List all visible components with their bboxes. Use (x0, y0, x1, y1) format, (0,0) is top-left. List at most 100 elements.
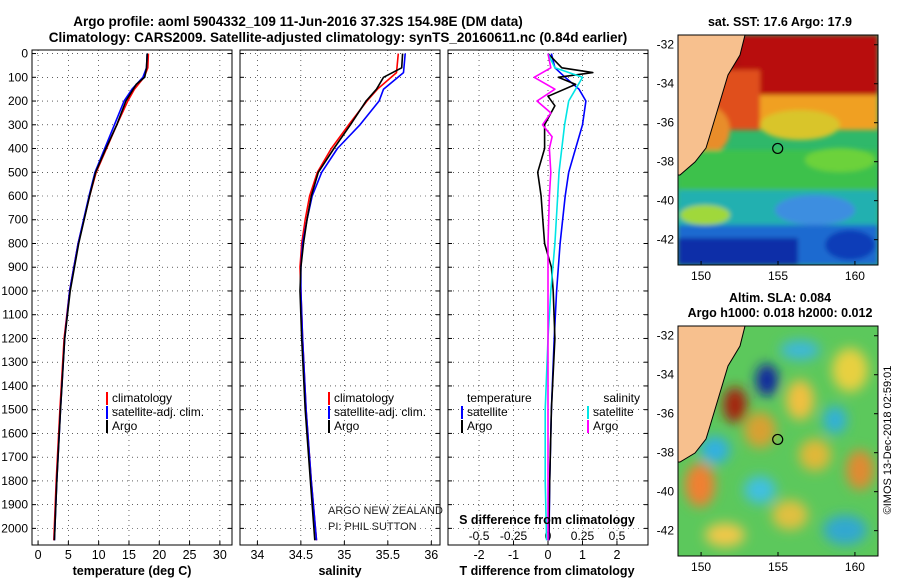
s-diff-tick-label: 0.5 (609, 529, 626, 543)
figure-title-line1: Argo profile: aoml 5904332_109 11-Jun-20… (73, 14, 522, 29)
depth-tick-label: 1400 (1, 379, 28, 393)
x-tick-label: 30 (213, 548, 227, 562)
legend-satellite-label: satellite-adj. clim. (334, 405, 426, 419)
sla-map-lat-ticks: -32 -34 -36 -38 -40 -42 (657, 329, 878, 538)
s-diff-tick-label: 0.25 (571, 529, 595, 543)
australia-coastline (678, 35, 746, 176)
legend-temperature-title: temperature (467, 391, 532, 405)
s-difference-axis-label: S difference from climatology (459, 513, 635, 527)
temperature-grid (32, 50, 232, 545)
lon-tick-label: 160 (845, 269, 865, 283)
x-tick-label: 5 (65, 548, 72, 562)
t-difference-axis-ticks: -2 -1 0 1 2 (473, 541, 620, 562)
depth-tick-label: 700 (8, 213, 28, 227)
argo-float-marker (772, 433, 784, 446)
salinity-legend: climatology satellite-adj. clim. Argo (328, 391, 426, 433)
figure-title-line2: Climatology: CARS2009. Satellite-adjuste… (49, 30, 627, 45)
salinity-grid (240, 50, 440, 545)
depth-tick-label: 1200 (1, 331, 28, 345)
lon-tick-label: 155 (768, 269, 788, 283)
temperature-plot-frame (31, 49, 233, 546)
depth-tick-label: 0 (21, 47, 28, 61)
depth-tick-label: 300 (8, 118, 28, 132)
lat-tick-label: -40 (657, 194, 675, 208)
depth-tick-label: 1300 (1, 355, 28, 369)
lat-tick-label: -34 (657, 77, 675, 91)
lat-tick-label: -32 (657, 38, 675, 52)
temperature-legend: climatology satellite-adj. clim. Argo (106, 391, 204, 433)
depth-tick-label: 1900 (1, 498, 28, 512)
t-difference-axis-label: T difference from climatology (459, 564, 634, 578)
lat-tick-label: -42 (657, 524, 675, 538)
sst-map-title: sat. SST: 17.6 Argo: 17.9 (708, 15, 852, 29)
salinity-axis-label: salinity (318, 564, 361, 578)
legend-satellite-label: satellite-adj. clim. (112, 405, 204, 419)
x-tick-label: 0 (35, 548, 42, 562)
x-tick-label: 36 (424, 548, 438, 562)
legend-t-argo-label: Argo (467, 419, 493, 433)
lat-tick-label: -40 (657, 485, 675, 499)
series-line-s-satellite (544, 53, 584, 541)
salinity-axis-ticks: 34 34.5 35 35.5 36 (250, 541, 438, 562)
lon-tick-label: 150 (691, 560, 711, 574)
depth-tick-label: 900 (8, 260, 28, 274)
series-line-s-argo (533, 53, 556, 541)
s-diff-tick-label: -0.25 (500, 529, 528, 543)
depth-axis-labels: 0 100 200 300 400 500 600 700 800 900 1000 1100 1200… (1, 47, 28, 536)
depth-tick-label: 1500 (1, 403, 28, 417)
legend-s-satellite-label: satellite (593, 405, 634, 419)
salinity-lines (299, 53, 406, 541)
salinity-plot-frame (239, 49, 441, 546)
sst-color-field (678, 35, 878, 265)
lat-tick-label: -36 (657, 116, 675, 130)
sst-map: sat. SST: 17.6 Argo: 17.9 (657, 15, 879, 283)
sst-map-lat-ticks: -32 -34 -36 -38 -40 -42 (657, 38, 878, 247)
legend-argo-label: Argo (112, 419, 138, 433)
imos-watermark: ©IMOS 13-Dec-2018 02:59:01 (882, 366, 894, 515)
lon-tick-label: 160 (845, 560, 865, 574)
depth-tick-label: 600 (8, 189, 28, 203)
temperature-lines (53, 53, 150, 541)
salinity-panel: 34 34.5 35 35.5 36 climatology satellite-adj… (239, 49, 443, 578)
series-line-argo (299, 53, 404, 541)
x-tick-label: 34 (250, 548, 264, 562)
x-tick-label: 34.5 (289, 548, 313, 562)
depth-tick-label: 1700 (1, 450, 28, 464)
lat-tick-label: -42 (657, 233, 675, 247)
depth-tick-label: 1800 (1, 474, 28, 488)
difference-legend: temperature satellite Argo salinity sate… (461, 391, 640, 433)
x-tick-label: 35 (337, 548, 351, 562)
legend-climatology-label: climatology (112, 391, 172, 405)
x-tick-label: -2 (473, 548, 484, 562)
temperature-axis-label: temperature (deg C) (73, 564, 192, 578)
sla-color-field (685, 340, 874, 547)
lat-tick-label: -38 (657, 446, 675, 460)
lat-tick-label: -38 (657, 155, 675, 169)
x-tick-label: 10 (92, 548, 106, 562)
lat-tick-label: -32 (657, 329, 675, 343)
depth-tick-label: 500 (8, 165, 28, 179)
x-tick-label: 35.5 (376, 548, 400, 562)
temperature-panel: 0100200300400500600700800900100011001200… (1, 47, 233, 578)
depth-tick-label: 1600 (1, 426, 28, 440)
legend-argo-label: Argo (334, 419, 360, 433)
x-tick-label: 20 (152, 548, 166, 562)
sla-map-title: Altim. SLA: 0.084 (729, 291, 831, 305)
depth-tick-label: 2000 (1, 521, 28, 535)
x-tick-label: 1 (579, 548, 586, 562)
argo-float-marker (772, 142, 784, 155)
legend-climatology-label: climatology (334, 391, 394, 405)
lon-tick-label: 150 (691, 269, 711, 283)
depth-tick-label: 1100 (2, 308, 28, 322)
depth-tick-label: 1000 (1, 284, 28, 298)
x-tick-label: 25 (183, 548, 197, 562)
legend-t-satellite-label: satellite (467, 405, 508, 419)
legend-s-argo-label: Argo (593, 419, 619, 433)
lat-tick-label: -34 (657, 368, 675, 382)
program-annotation: ARGO NEW ZEALAND (328, 505, 443, 517)
legend-salinity-title: salinity (603, 391, 640, 405)
s-difference-axis-ticks: -0.5 -0.25 0 0.25 0.5 (469, 529, 626, 543)
x-tick-label: 15 (122, 548, 136, 562)
